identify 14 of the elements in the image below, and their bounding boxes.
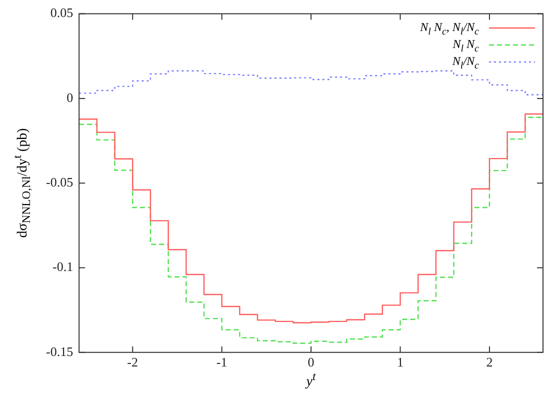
x-tick-label: -2 [127, 354, 138, 370]
y-tick-label: -0.1 [52, 259, 74, 274]
x-tick-label: 1 [397, 354, 404, 370]
legend-label: N$_{l}$/N$_{c}$ [452, 54, 479, 71]
x-axis-title: y$^{t}$ [304, 370, 317, 391]
x-tick-label: -1 [216, 354, 228, 370]
y-tick-label: 0.05 [50, 5, 74, 20]
y-tick-label: 0 [66, 90, 74, 105]
legend-label: N$_{l}$ N$_{c}$, N$_{l}$/N$_{c}$ [420, 20, 479, 37]
x-tick-label: 0 [308, 354, 314, 370]
legend-label: N$_{l}$ N$_{c}$ [452, 36, 479, 54]
y-tick-label: -0.15 [46, 344, 74, 359]
x-tick-label: 2 [486, 354, 493, 370]
y-tick-label: -0.05 [46, 174, 74, 190]
